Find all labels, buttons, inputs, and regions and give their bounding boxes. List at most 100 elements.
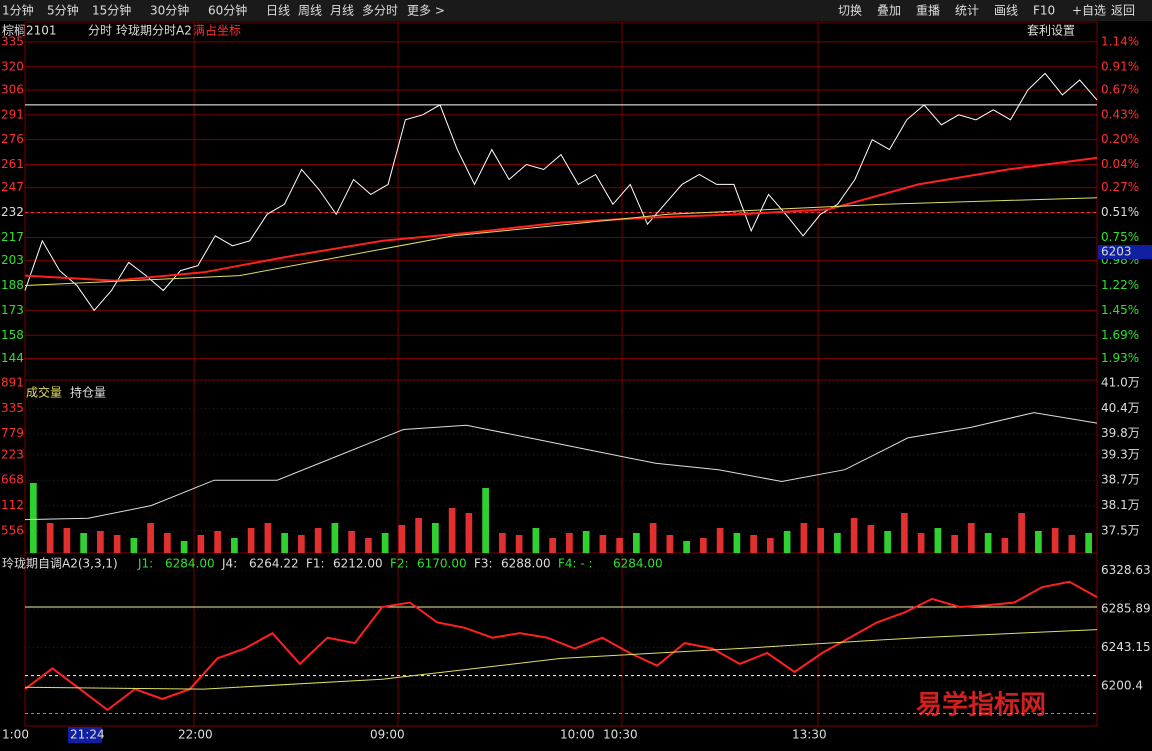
line-ma — [24, 197, 1098, 286]
coord[interactable]: 满占坐标 — [193, 23, 241, 38]
symbol: 棕榈2101 — [2, 23, 57, 38]
volume-bar — [231, 538, 238, 553]
volume-bar — [281, 533, 288, 553]
ind-ma — [24, 629, 1098, 690]
line-avg — [24, 156, 1098, 282]
ind-tick-label: 6328.63 — [1101, 563, 1151, 577]
volume-bar — [1018, 513, 1025, 553]
volume-bar — [499, 533, 506, 553]
mode: 分时 — [88, 24, 112, 38]
volume-bar — [365, 538, 372, 553]
vol-title: 成交量 — [26, 385, 62, 400]
pct-label: 0.43% — [1101, 107, 1139, 121]
time-label: 1:00 — [2, 728, 29, 742]
volume-bar — [951, 535, 958, 553]
pct-label: 0.51% — [1101, 205, 1139, 219]
volume-bar — [783, 531, 791, 553]
price-tag-bg — [1098, 245, 1152, 259]
price-tag: 6203 — [1101, 245, 1132, 259]
y2-tick-label: 41.0万 — [1101, 375, 1140, 389]
pct-label: 0.27% — [1101, 180, 1139, 194]
volume-bar — [432, 523, 439, 553]
volume-bar — [164, 533, 171, 553]
tool-button[interactable]: 重播 — [916, 4, 940, 18]
volume-bar — [884, 531, 891, 553]
ind-tick-label: 6200.4 — [1101, 679, 1143, 693]
line-price — [24, 72, 1098, 312]
tool-button[interactable]: 更多 > — [407, 4, 445, 18]
vol-tick-label: 668 — [1, 473, 24, 487]
volume-bar — [1085, 533, 1092, 553]
volume-bar — [247, 528, 255, 553]
volume-bar — [767, 538, 774, 553]
vol-tick-label: 112 — [1, 498, 24, 512]
tool-button[interactable]: +自选 — [1072, 4, 1106, 18]
pct-label: 0.20% — [1101, 132, 1139, 146]
vol-tick-label: 223 — [1, 447, 24, 461]
volume-bar — [113, 535, 121, 553]
volume-bar — [867, 525, 875, 553]
time-label: 10:00 — [560, 728, 595, 742]
volume-bar — [566, 533, 573, 553]
watermark: 易学指标网 — [916, 690, 1046, 721]
volume-bar — [649, 523, 657, 553]
pct-label: 1.69% — [1101, 328, 1139, 342]
volume-bar — [984, 533, 992, 553]
tool-button[interactable]: 多分时 — [362, 4, 398, 18]
volume-bar — [716, 528, 724, 553]
volume-bar — [415, 518, 422, 553]
y2-tick-label: 39.8万 — [1101, 426, 1140, 440]
tool-button[interactable]: 统计 — [955, 4, 979, 18]
y-tick-label: 335 — [1, 34, 24, 48]
volume-bar — [30, 483, 37, 553]
volume-bar — [633, 533, 640, 553]
ind-item-name: F3: — [474, 557, 493, 571]
y-tick-label: 232 — [1, 205, 24, 219]
y-tick-label: 203 — [1, 253, 24, 267]
volume-bar — [298, 535, 305, 553]
tool-button[interactable]: 日线 — [266, 4, 290, 18]
volume-bar — [616, 538, 623, 553]
volume-bar — [934, 528, 942, 553]
pct-label: 1.93% — [1101, 351, 1139, 365]
tool-button[interactable]: 月线 — [330, 4, 354, 18]
tool-button[interactable]: 5分钟 — [47, 3, 79, 18]
tool-button[interactable]: 返回 — [1111, 4, 1135, 18]
volume-bar — [465, 513, 473, 553]
time-label: 10:30 — [603, 728, 638, 742]
tool-button[interactable]: 切换 — [838, 4, 862, 18]
vol-tick-label: 556 — [1, 524, 24, 538]
tool-button[interactable]: F10 — [1033, 4, 1055, 18]
y2-tick-label: 40.4万 — [1101, 401, 1140, 415]
volume-bar — [264, 523, 272, 553]
tool-button[interactable]: 60分钟 — [208, 3, 247, 18]
ind-item-name: F1: — [306, 557, 325, 571]
time-label: 21:24 — [70, 728, 105, 742]
volume-bar — [80, 533, 87, 553]
tool-button[interactable]: 周线 — [298, 4, 322, 18]
volume-bar — [331, 523, 339, 553]
tool-button[interactable]: 画线 — [994, 4, 1018, 18]
volume-bar — [1001, 538, 1009, 553]
volume-bar — [733, 533, 741, 553]
ind-item-value: 6264.22 — [249, 557, 299, 571]
tool-button[interactable]: 30分钟 — [150, 3, 189, 18]
volume-bar — [1051, 528, 1059, 553]
ind-item-name: F2: — [390, 557, 409, 571]
volume-bar — [800, 523, 808, 553]
tool-button[interactable]: 1分钟 — [2, 3, 34, 18]
tool-button[interactable]: 叠加 — [877, 4, 901, 18]
tool-button[interactable]: 15分钟 — [92, 3, 131, 18]
y-tick-label: 158 — [1, 328, 24, 342]
ind-name: 玲珑期自调A2(3,3,1) — [2, 557, 118, 571]
arb-setting[interactable]: 套利设置 — [1027, 24, 1075, 38]
pct-label: 0.91% — [1101, 59, 1139, 73]
open-interest — [24, 412, 1098, 521]
volume-bar — [968, 523, 975, 553]
ind-item-name: J4: — [221, 557, 237, 571]
pct-label: 0.67% — [1101, 82, 1139, 96]
volume-bar — [901, 513, 908, 553]
y-tick-label: 144 — [1, 351, 24, 365]
time-highlight — [68, 727, 102, 743]
